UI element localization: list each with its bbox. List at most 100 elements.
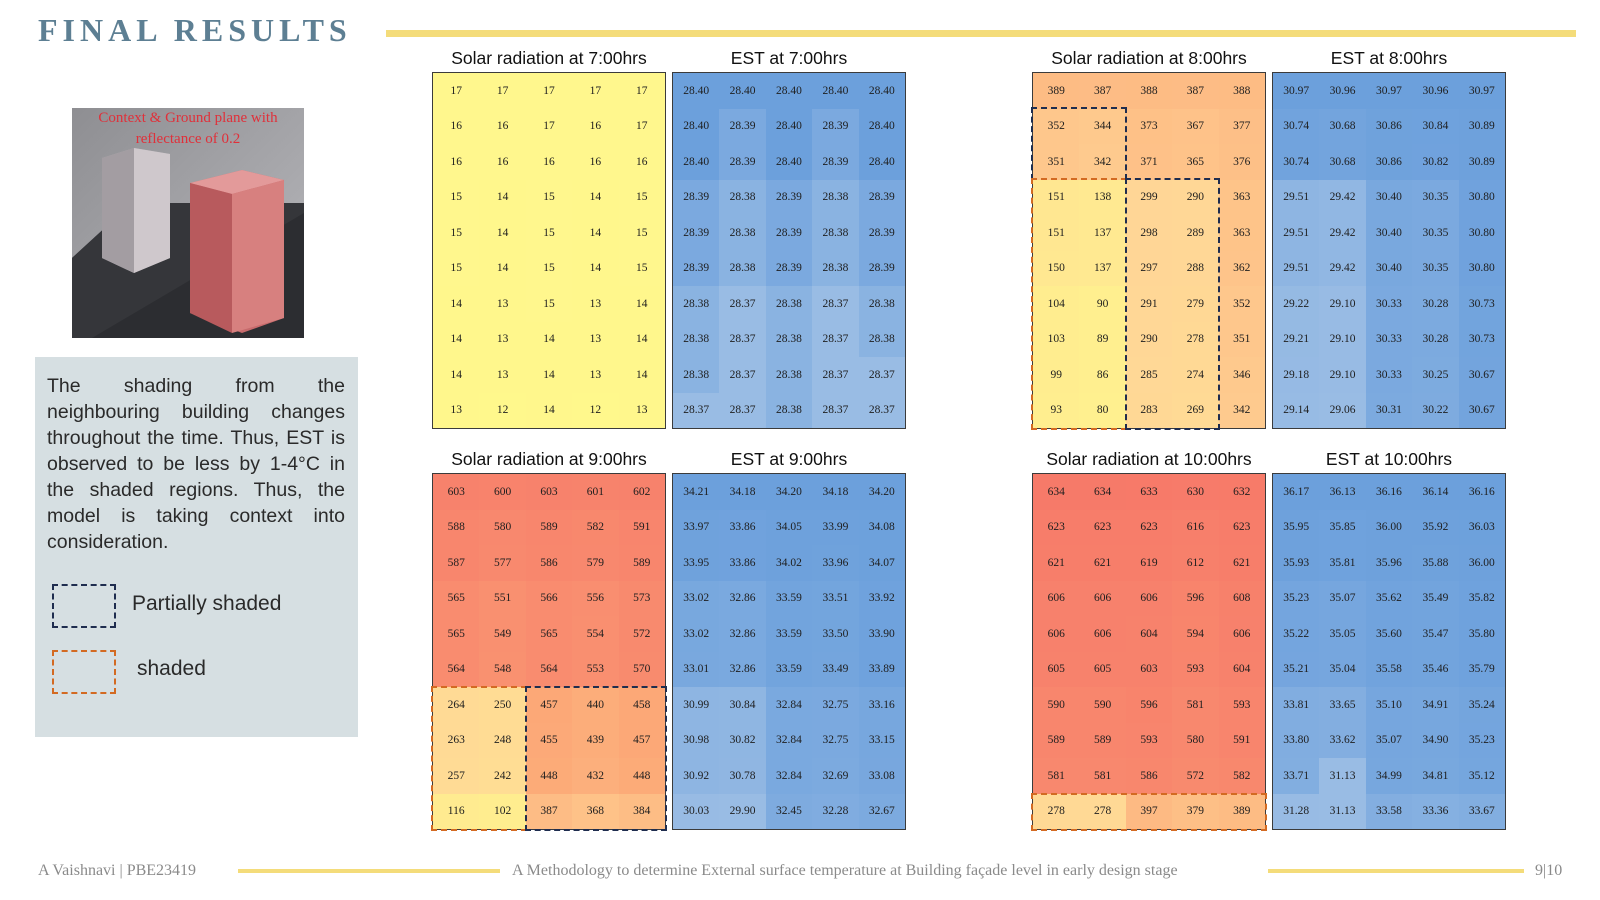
heatmap-cell: 591 — [1218, 722, 1265, 758]
heatmap-cell: 14 — [525, 392, 573, 428]
heatmap-cell: 30.82 — [1412, 144, 1459, 180]
heatmap-cell: 15 — [618, 215, 665, 251]
heatmap-cell: 35.47 — [1412, 616, 1459, 652]
heatmap-cell: 30.84 — [719, 687, 766, 723]
heatmap-cell: 29.90 — [719, 793, 766, 829]
heatmap-cell: 264 — [433, 687, 480, 723]
heatmap-cell: 36.16 — [1365, 474, 1413, 510]
heatmap-cell: 35.92 — [1412, 509, 1459, 545]
footer-rule-left — [238, 869, 500, 873]
heatmap-cell: 14 — [433, 321, 480, 357]
heatmap-cell: 34.18 — [719, 474, 766, 510]
heatmap-cell: 596 — [1125, 687, 1173, 723]
heatmap-cell: 630 — [1172, 474, 1219, 510]
heatmap-cell: 31.28 — [1273, 793, 1320, 829]
heatmap-cell: 35.04 — [1319, 651, 1366, 687]
heatmap-cell: 608 — [1218, 580, 1265, 616]
heatmap-cell: 14 — [572, 250, 619, 286]
heatmap-cell: 29.10 — [1319, 321, 1366, 357]
heatmap-cell: 29.42 — [1319, 250, 1366, 286]
heatmap-cell: 32.86 — [719, 616, 766, 652]
heatmap-title: Solar radiation at 9:00hrs — [451, 449, 647, 469]
heatmap-cell: 28.38 — [719, 215, 766, 251]
heatmap-cell: 299 — [1125, 179, 1173, 215]
footer-rule-right — [1268, 869, 1524, 873]
heatmap-cell: 32.84 — [765, 687, 813, 723]
heatmap-cell: 32.86 — [719, 580, 766, 616]
heatmap-title: EST at 7:00hrs — [730, 48, 848, 68]
heatmap-cell: 17 — [572, 73, 619, 109]
heatmap-cell: 34.18 — [812, 474, 859, 510]
heatmap-cell: 137 — [1079, 250, 1126, 286]
heatmap-cell: 590 — [1079, 687, 1126, 723]
heatmap-cell: 34.02 — [765, 545, 813, 581]
heatmap-cell: 30.40 — [1365, 250, 1413, 286]
heatmap-cell: 28.39 — [812, 144, 859, 180]
heatmap-cell: 596 — [1172, 580, 1219, 616]
footer-author: A Vaishnavi | PBE23419 — [38, 862, 197, 879]
heatmap-cell: 565 — [433, 616, 480, 652]
heatmap-cell: 28.39 — [719, 144, 766, 180]
heatmap-cell: 30.96 — [1319, 73, 1366, 109]
heatmap-cell: 28.38 — [765, 286, 813, 322]
heatmap-cell: 28.40 — [765, 73, 813, 109]
heatmap-cell: 34.99 — [1365, 758, 1413, 794]
heatmap-cell: 551 — [479, 580, 526, 616]
heatmap-cell: 28.40 — [858, 73, 905, 109]
title-rule — [386, 30, 1576, 37]
heatmap-cell: 556 — [572, 580, 619, 616]
heatmap-cell: 586 — [525, 545, 573, 581]
heatmap-cell: 29.42 — [1319, 179, 1366, 215]
heatmap-cell: 289 — [1172, 215, 1219, 251]
heatmap-cell: 93 — [1033, 392, 1080, 428]
heatmap-cell: 279 — [1172, 286, 1219, 322]
heatmap-cell: 376 — [1218, 144, 1265, 180]
heatmap-cell: 28.38 — [765, 392, 813, 428]
heatmap-cell: 263 — [433, 722, 480, 758]
heatmap-cell: 13 — [433, 392, 480, 428]
heatmap-cell: 89 — [1079, 321, 1126, 357]
heatmap-cell: 28.38 — [812, 179, 859, 215]
heatmap-grid: 389 387 388 387 388 352 344 373 367 377 351 342 371 3… — [1032, 72, 1266, 429]
heatmap-cell: 616 — [1172, 509, 1219, 545]
partially-shaded-legend-label: Partially shaded — [132, 592, 282, 615]
heatmap-cell: 581 — [1079, 758, 1126, 794]
heatmap-cell: 604 — [1218, 651, 1265, 687]
heatmap-cell: 587 — [433, 545, 480, 581]
heatmap-cell: 29.18 — [1273, 357, 1320, 393]
heatmap-cell: 33.58 — [1365, 793, 1413, 829]
heatmap-cell: 30.03 — [673, 793, 720, 829]
footer-page-number: 9|10 — [1535, 862, 1563, 879]
heatmap-cell: 29.10 — [1319, 286, 1366, 322]
shaded-legend-label: shaded — [137, 657, 206, 680]
heatmap-cell: 351 — [1218, 321, 1265, 357]
heatmap-cell: 90 — [1079, 286, 1126, 322]
heatmap-cell: 33.81 — [1273, 687, 1320, 723]
heatmap-cell: 581 — [1172, 687, 1219, 723]
heatmap-cell: 30.80 — [1458, 179, 1505, 215]
heatmap-cell: 564 — [525, 651, 573, 687]
heatmap-cell: 29.42 — [1319, 215, 1366, 251]
heatmap-cell: 30.78 — [719, 758, 766, 794]
heatmap-cell: 102 — [479, 793, 526, 829]
heatmap-cell: 28.37 — [719, 357, 766, 393]
heatmap-cell: 34.90 — [1412, 722, 1459, 758]
heatmap-cell: 566 — [525, 580, 573, 616]
heatmap-cell: 14 — [433, 357, 480, 393]
heatmap-cell: 30.68 — [1319, 108, 1366, 144]
heatmap-cell: 28.39 — [765, 179, 813, 215]
heatmap-cell: 242 — [479, 758, 526, 794]
heatmap-cell: 30.74 — [1273, 108, 1320, 144]
heatmap-cell: 32.84 — [765, 722, 813, 758]
explanation-text: The shading from the neighbouring buildi… — [47, 375, 345, 553]
heatmap-cell: 274 — [1172, 357, 1219, 393]
heatmap-cell: 86 — [1079, 357, 1126, 393]
heatmap-cell: 455 — [525, 722, 573, 758]
heatmap-cell: 35.58 — [1365, 651, 1413, 687]
heatmap-cell: 15 — [525, 215, 573, 251]
heatmap-cell: 35.23 — [1273, 580, 1320, 616]
heatmap-cell: 13 — [572, 357, 619, 393]
heatmap-cell: 30.22 — [1412, 392, 1459, 428]
heatmap-cell: 150 — [1033, 250, 1080, 286]
heatmap-cell: 582 — [1218, 758, 1265, 794]
